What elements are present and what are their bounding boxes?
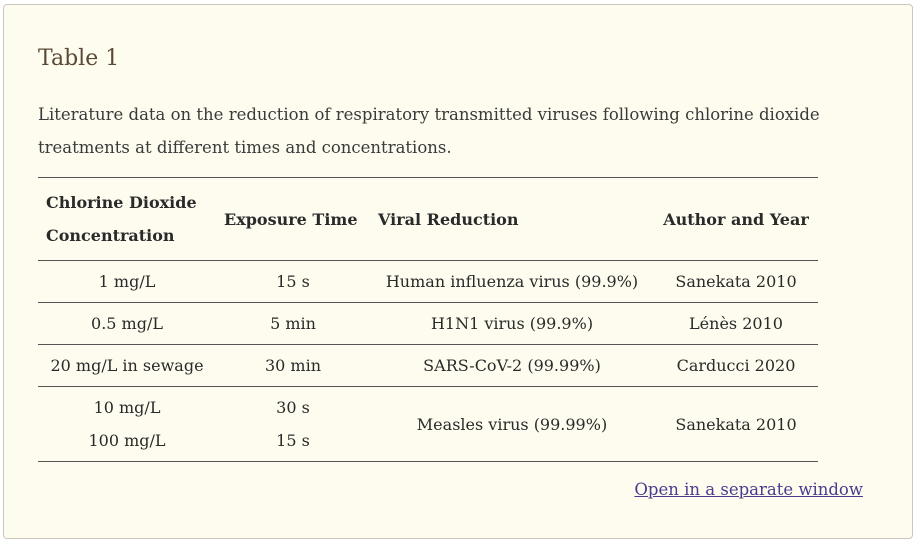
cell-line: 1 mg/L [98,272,156,291]
column-header-viral-reduction: Viral Reduction [378,209,519,229]
cell-exposure-time: 15 s [216,261,370,303]
cell-concentration: 1 mg/L [38,261,216,303]
column-header-concentration: Chlorine Dioxide Concentration [46,193,197,245]
table-row: 0.5 mg/L 5 min H1N1 virus (99.9%) Lénès … [38,303,818,345]
cell-viral-reduction: H1N1 virus (99.9%) [430,314,594,333]
cell-author-year: Lénès 2010 [689,314,783,333]
table-title: Table 1 [38,46,120,71]
cell-author-year: Sanekata 2010 [675,272,797,291]
cell-concentration: 20 mg/L in sewage [38,345,216,387]
cell-line: 30 s [276,398,310,417]
cell-viral-reduction: Measles virus (99.99%) [416,414,608,434]
table-row: 1 mg/L 15 s Human influenza virus (99.9%… [38,261,818,303]
cell-author-year: Sanekata 2010 [675,414,797,434]
cell-exposure-time: 5 min [216,303,370,345]
cell-line: 30 min [264,356,322,375]
cell-line: 5 min [270,314,316,333]
column-header-author-year: Author and Year [663,209,809,229]
cell-viral-reduction: SARS-CoV-2 (99.99%) [423,356,601,375]
cell-line: 10 mg/L [93,398,161,417]
cell-line: 0.5 mg/L [91,314,163,333]
table-header-row: Chlorine Dioxide Concentration Exposure … [38,177,818,261]
table-caption: Literature data on the reduction of resp… [38,105,820,157]
table-panel: Table 1 Literature data on the reduction… [3,4,913,539]
cell-viral-reduction: Human influenza virus (99.9%) [385,272,639,291]
cell-line: 15 s [276,272,310,291]
cell-author-year: Carducci 2020 [676,356,796,375]
cell-exposure-time: 30 s 15 s [216,387,370,462]
cell-line: 20 mg/L in sewage [50,356,204,375]
table-row: 20 mg/L in sewage 30 min SARS-CoV-2 (99.… [38,345,818,387]
data-table: Chlorine Dioxide Concentration Exposure … [38,177,818,462]
cell-exposure-time: 30 min [216,345,370,387]
cell-concentration: 0.5 mg/L [38,303,216,345]
cell-line: 100 mg/L [88,431,166,450]
open-in-separate-window-link[interactable]: Open in a separate window [634,480,863,499]
table-row: 10 mg/L 100 mg/L 30 s 15 s Measles virus… [38,387,818,462]
cell-line: 15 s [276,431,310,450]
cell-concentration: 10 mg/L 100 mg/L [38,387,216,462]
column-header-exposure-time: Exposure Time [224,209,358,229]
